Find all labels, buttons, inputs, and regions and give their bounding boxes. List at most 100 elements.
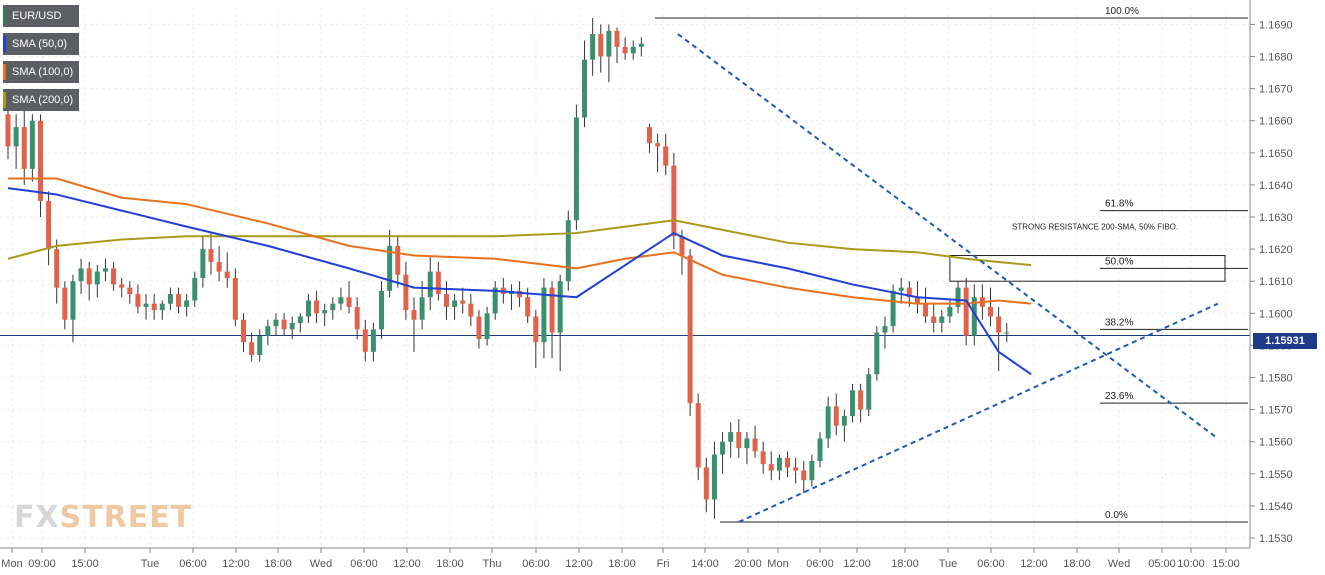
candle-body — [273, 319, 279, 327]
candle-body — [70, 281, 76, 320]
candle-body — [265, 326, 271, 336]
candle-body — [370, 329, 376, 352]
candle-body — [305, 300, 311, 317]
candle-body — [776, 457, 782, 471]
candle-body — [21, 127, 27, 169]
sma-100-line — [8, 177, 1032, 305]
candle-body — [476, 316, 482, 339]
candle-body — [411, 310, 417, 320]
candle-body — [240, 319, 246, 343]
candle-body — [582, 59, 588, 118]
x-tick-label: 06:00 — [350, 558, 378, 570]
candle-body — [443, 294, 449, 307]
candle-body — [858, 390, 864, 410]
candle-body — [452, 300, 458, 307]
sma-lines — [7, 177, 1032, 376]
candle-body — [102, 268, 108, 272]
candle-body — [419, 297, 425, 320]
legend-item-sma-200[interactable]: SMA (200,0) — [3, 89, 80, 111]
fibonacci-levels: 100.0% 61.8% 50.0% 38.2% 23.6% 0.0% — [655, 6, 1248, 523]
y-tick-label: 1.1530 — [1259, 533, 1293, 545]
candle-body — [687, 255, 693, 404]
candle-body — [232, 278, 238, 320]
candle-body — [94, 271, 100, 285]
candle-body — [192, 278, 198, 301]
candle-body — [403, 274, 409, 311]
x-tick-label: 18:00 — [891, 558, 919, 570]
candle-body — [379, 290, 385, 330]
candle-body — [841, 416, 847, 426]
candle-body — [54, 249, 60, 288]
x-tick-label: 12:00 — [222, 558, 250, 570]
candle-body — [176, 294, 182, 307]
candle-body — [395, 245, 401, 275]
candle-body — [127, 287, 133, 295]
candle-body — [1004, 332, 1010, 334]
candle-body — [362, 329, 368, 352]
legend-item-sma-50[interactable]: SMA (50,0) — [3, 33, 80, 55]
x-tick-label: 06:00 — [522, 558, 550, 570]
x-tick-label: 20:00 — [734, 558, 762, 570]
x-tick-label: 09:00 — [28, 558, 56, 570]
candle-body — [549, 287, 555, 333]
candle-body — [86, 268, 92, 285]
candle-body — [208, 249, 214, 262]
candle-body — [598, 34, 604, 57]
x-tick-label: 12:00 — [565, 558, 593, 570]
legend-swatch — [3, 8, 6, 24]
candle-body — [387, 245, 393, 291]
candle-body — [289, 322, 295, 330]
fib-label: 23.6% — [1105, 391, 1133, 402]
candle-body — [249, 342, 255, 356]
x-tick-label: 12:00 — [1020, 558, 1048, 570]
candle-body — [346, 297, 352, 307]
trendline-2 — [738, 302, 1219, 523]
legend-item-sma-100[interactable]: SMA (100,0) — [3, 61, 80, 83]
candle-body — [565, 220, 571, 282]
candle-body — [638, 43, 644, 47]
legend: EUR/USD SMA (50,0) SMA (100,0) SMA (200,… — [3, 5, 80, 117]
legend-swatch — [3, 92, 6, 108]
candle-body — [541, 287, 547, 343]
candle-body — [679, 236, 685, 256]
legend-swatch — [3, 64, 6, 80]
candle-body — [224, 271, 230, 278]
candle-body — [62, 287, 68, 320]
logo-part-2: STREET — [59, 500, 193, 535]
candle-body — [801, 470, 807, 481]
candle-body — [655, 143, 661, 147]
legend-item-eurusd[interactable]: EUR/USD — [3, 5, 80, 27]
fib-label: 38.2% — [1105, 317, 1133, 328]
trendlines — [677, 33, 1219, 523]
candle-body — [760, 451, 766, 465]
candle-body — [793, 467, 799, 471]
fxstreet-logo: FXSTREET — [14, 500, 192, 535]
candle-body — [606, 30, 612, 57]
candle-body — [890, 290, 896, 327]
candle-body — [955, 287, 961, 307]
candle-body — [768, 464, 774, 471]
x-tick-label: Wed — [310, 558, 332, 570]
y-tick-label: 1.1580 — [1259, 373, 1293, 385]
legend-label: EUR/USD — [12, 10, 62, 22]
candle-body — [330, 303, 336, 311]
y-tick-label: 1.1680 — [1259, 52, 1293, 64]
candle-body — [314, 300, 320, 314]
candle-body — [573, 117, 579, 221]
candle-body — [996, 316, 1002, 333]
fib-label: 0.0% — [1105, 510, 1128, 521]
candle-body — [151, 303, 157, 311]
legend-label: SMA (100,0) — [12, 66, 74, 78]
trendline-1 — [677, 33, 1219, 440]
x-tick-label: Fri — [657, 558, 670, 570]
candle-body — [671, 165, 677, 237]
candle-body — [37, 120, 43, 201]
candle-body — [297, 316, 303, 323]
x-tick-label: 05:00 — [1148, 558, 1176, 570]
x-tick-label: 06:00 — [179, 558, 207, 570]
candle-body — [785, 457, 791, 468]
candle-body — [111, 268, 117, 285]
candle-body — [216, 261, 222, 272]
candle-body — [492, 287, 498, 314]
